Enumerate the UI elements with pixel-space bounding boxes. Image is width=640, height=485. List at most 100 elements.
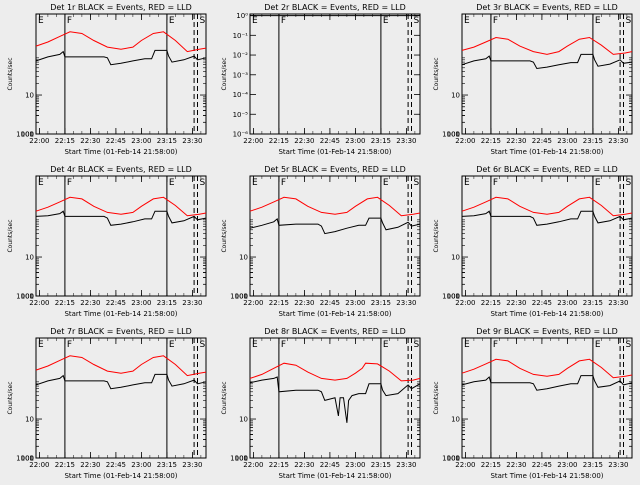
x-tick-label: 23:15 xyxy=(583,299,603,307)
x-tick-label: 22:00 xyxy=(243,137,263,145)
event-marker-label: F xyxy=(281,16,286,26)
y-tick-label: 1000 xyxy=(230,455,248,463)
y-tick-label: 10 xyxy=(239,254,248,262)
y-axis-label: Counts/sec xyxy=(7,219,14,252)
x-tick-label: 23:30 xyxy=(182,299,202,307)
x-tick-label: 23:00 xyxy=(131,299,151,307)
x-tick-label: 23:30 xyxy=(396,461,416,469)
panel-6: Det 6r BLACK = Events, RED = LLD Counts/s… xyxy=(433,165,633,318)
y-axis-label: Counts/sec xyxy=(221,381,228,414)
y-tick-label: 100 xyxy=(21,293,34,301)
x-axis-label: Start Time (01-Feb-14 21:58:00) xyxy=(64,148,177,156)
panel-title: Det 2r BLACK = Events, RED = LLD xyxy=(264,3,406,12)
panel-title: Det 3r BLACK = Events, RED = LLD xyxy=(476,3,618,12)
panel-8: Det 8r BLACK = Events, RED = LLD Counts/s… xyxy=(221,327,421,480)
y-tick-label: 1000 xyxy=(442,293,460,301)
event-marker-label: F xyxy=(281,178,286,188)
x-tick-label: 22:30 xyxy=(506,461,526,469)
x-axis-label: Start Time (01-Feb-14 21:58:00) xyxy=(490,310,603,318)
x-tick-label: 23:00 xyxy=(345,461,365,469)
plot-frame xyxy=(461,337,633,459)
event-marker-label: E xyxy=(169,178,175,188)
red-lld-series-line xyxy=(35,196,207,217)
y-tick-label: 1000 xyxy=(442,455,460,463)
x-tick-label: 23:15 xyxy=(583,461,603,469)
plot-frame xyxy=(35,337,207,459)
event-marker-label: E xyxy=(595,16,601,26)
panel-2: Det 2r BLACK = Events, RED = LLD Counts/s… xyxy=(221,3,421,156)
panel-title: Det 8r BLACK = Events, RED = LLD xyxy=(264,327,406,336)
event-marker-label: E xyxy=(464,16,470,26)
y-tick-label: 1 xyxy=(456,131,460,139)
event-marker-label: S xyxy=(626,16,632,26)
x-tick-label: 23:00 xyxy=(345,137,365,145)
panel-1: Det 1r BLACK = Events, RED = LLD Counts/s… xyxy=(7,3,207,156)
black-events-series-line xyxy=(461,375,633,391)
x-tick-label: 23:00 xyxy=(131,461,151,469)
event-marker-label: S xyxy=(414,16,420,26)
event-marker-label: F xyxy=(67,340,72,350)
panel-4: Det 4r BLACK = Events, RED = LLD Counts/s… xyxy=(7,165,207,318)
x-tick-label: 22:45 xyxy=(532,299,552,307)
x-tick-label: 22:30 xyxy=(294,137,314,145)
x-tick-label: 23:15 xyxy=(157,137,177,145)
y-tick-label: 10⁻² xyxy=(233,52,249,60)
black-events-series-line xyxy=(35,210,207,226)
event-marker-label: E xyxy=(464,178,470,188)
x-tick-label: 22:30 xyxy=(294,299,314,307)
y-tick-label: 100 xyxy=(447,455,460,463)
x-tick-label: 22:30 xyxy=(294,461,314,469)
x-tick-label: 22:45 xyxy=(106,137,126,145)
event-marker-label: F xyxy=(493,178,498,188)
x-tick-label: 22:00 xyxy=(455,461,475,469)
y-tick-label: 10⁻³ xyxy=(233,71,249,79)
y-tick-label: 10 xyxy=(451,416,460,424)
event-marker-label: F xyxy=(67,16,72,26)
y-tick-label: 10⁻⁵ xyxy=(233,111,249,119)
x-axis-label: Start Time (01-Feb-14 21:58:00) xyxy=(490,472,603,480)
plot-frame xyxy=(461,175,633,297)
y-tick-label: 100 xyxy=(447,293,460,301)
x-axis-label: Start Time (01-Feb-14 21:58:00) xyxy=(64,472,177,480)
x-tick-label: 22:15 xyxy=(269,137,289,145)
x-tick-label: 23:30 xyxy=(182,137,202,145)
x-tick-label: 23:15 xyxy=(371,461,391,469)
event-marker-label: E xyxy=(252,340,258,350)
y-tick-label: 100 xyxy=(447,131,460,139)
event-marker-label: E xyxy=(383,340,389,350)
x-tick-label: 22:15 xyxy=(481,461,501,469)
x-tick-label: 23:00 xyxy=(557,137,577,145)
x-tick-label: 22:45 xyxy=(106,461,126,469)
x-tick-label: 22:15 xyxy=(55,137,75,145)
event-marker-label: S xyxy=(626,178,632,188)
event-marker-label: F xyxy=(281,340,286,350)
red-lld-series-line xyxy=(35,355,207,377)
panel-title: Det 6r BLACK = Events, RED = LLD xyxy=(476,165,618,174)
x-tick-label: 22:15 xyxy=(55,299,75,307)
panel-3: Det 3r BLACK = Events, RED = LLD Counts/s… xyxy=(433,3,633,156)
panel-title: Det 1r BLACK = Events, RED = LLD xyxy=(50,3,192,12)
x-tick-label: 23:15 xyxy=(371,299,391,307)
x-tick-label: 22:00 xyxy=(243,299,263,307)
x-axis-label: Start Time (01-Feb-14 21:58:00) xyxy=(278,148,391,156)
y-axis-label: Counts/sec xyxy=(433,381,440,414)
y-tick-label: 1000 xyxy=(16,131,34,139)
y-tick-label: 10⁻¹ xyxy=(233,32,249,40)
event-marker-label: E xyxy=(595,178,601,188)
x-tick-label: 22:30 xyxy=(80,137,100,145)
y-tick-label: 1 xyxy=(244,455,248,463)
plot-frame xyxy=(461,13,633,135)
event-marker-label: E xyxy=(595,340,601,350)
panel-title: Det 5r BLACK = Events, RED = LLD xyxy=(264,165,406,174)
x-tick-label: 22:00 xyxy=(29,461,49,469)
x-axis-label: Start Time (01-Feb-14 21:58:00) xyxy=(278,310,391,318)
y-tick-label: 10 xyxy=(451,92,460,100)
event-marker-label: E xyxy=(464,340,470,350)
red-lld-series-line xyxy=(461,36,633,55)
x-tick-label: 22:00 xyxy=(455,299,475,307)
y-tick-label: 1 xyxy=(30,455,34,463)
event-marker-label: S xyxy=(200,16,206,26)
x-tick-label: 23:30 xyxy=(182,461,202,469)
x-tick-label: 23:00 xyxy=(131,137,151,145)
